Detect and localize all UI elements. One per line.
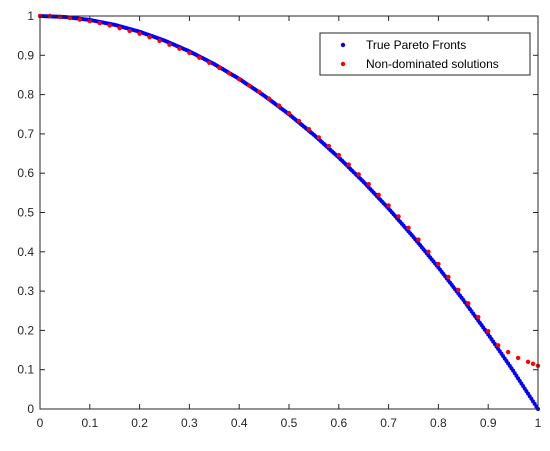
data-point	[147, 35, 152, 40]
data-point	[406, 225, 411, 231]
data-point	[197, 55, 202, 60]
y-tick-label: 0.6	[17, 166, 34, 180]
x-tick-label: 0.8	[430, 416, 447, 430]
data-point	[207, 60, 212, 65]
data-point	[137, 31, 142, 36]
data-point	[286, 110, 292, 116]
legend-label-true-pareto-fronts: True Pareto Fronts	[366, 38, 466, 52]
data-point	[127, 28, 132, 34]
data-point	[306, 126, 312, 132]
data-point	[386, 203, 391, 208]
data-point	[296, 118, 302, 124]
x-tick-label: 0.5	[281, 416, 298, 430]
data-point	[57, 14, 63, 19]
y-tick-label: 0.9	[17, 48, 34, 62]
data-point	[316, 135, 322, 140]
data-point	[256, 89, 262, 95]
legend: True Pareto Fronts Non-dominated solutio…	[319, 32, 531, 76]
x-tick-label: 0	[37, 416, 44, 430]
data-point	[346, 162, 351, 167]
x-tick-label: 0.4	[231, 416, 248, 430]
y-tick-label: 0.8	[17, 88, 34, 102]
data-point	[495, 343, 501, 348]
x-tick-label: 1	[535, 416, 542, 430]
data-point	[266, 96, 272, 101]
data-point	[486, 328, 491, 334]
data-point	[426, 249, 431, 254]
y-tick-label: 0.4	[17, 245, 34, 259]
data-point	[177, 46, 182, 51]
data-point	[476, 314, 481, 320]
y-tick-label: 0.1	[17, 363, 34, 377]
data-point	[276, 103, 282, 108]
data-point	[117, 25, 122, 31]
tick-layer: 0 0.1 0.2 0.3 0.4 0.5 0.6 0.7 0.8 0.9 1 0 0.1 0.2 0.3 0…	[17, 9, 541, 430]
data-point	[436, 261, 441, 267]
data-point	[217, 65, 222, 71]
data-point	[246, 83, 252, 88]
series-non-dominated-solutions	[37, 13, 541, 368]
legend-marker-true-pareto-fronts	[340, 42, 346, 48]
data-point	[67, 15, 73, 21]
data-point	[187, 50, 192, 56]
y-tick-label: 0.5	[17, 206, 34, 220]
data-point	[446, 274, 451, 280]
x-tick-label: 0.9	[480, 416, 497, 430]
legend-label-non-dominated-solutions: Non-dominated solutions	[366, 57, 499, 71]
data-point	[515, 355, 521, 361]
data-point	[396, 214, 401, 219]
y-tick-label: 1	[27, 9, 34, 23]
data-point	[87, 18, 93, 24]
data-point	[227, 71, 232, 76]
data-point	[237, 77, 242, 82]
y-tick-label: 0	[27, 402, 34, 416]
data-point	[157, 38, 162, 43]
data-point	[505, 349, 511, 355]
y-tick-label: 0.2	[17, 323, 34, 337]
data-point	[525, 359, 531, 365]
x-tick-label: 0.3	[181, 416, 198, 430]
x-tick-label: 0.6	[330, 416, 347, 430]
x-tick-label: 0.2	[131, 416, 148, 430]
data-point	[366, 182, 371, 187]
data-point	[97, 20, 102, 26]
data-point	[466, 301, 471, 306]
legend-marker-non-dominated-solutions	[340, 61, 346, 67]
plot-area	[40, 16, 538, 409]
legend-box	[319, 32, 531, 76]
x-tick-label: 0.7	[380, 416, 397, 430]
series-layer	[37, 13, 541, 411]
data-point	[530, 361, 536, 367]
data-point	[107, 23, 112, 28]
data-point	[167, 42, 172, 47]
data-point	[376, 192, 381, 198]
x-tick-label: 0.1	[81, 416, 98, 430]
data-point	[77, 17, 83, 22]
data-point	[326, 143, 332, 149]
data-point	[356, 172, 361, 177]
data-point	[456, 287, 461, 293]
data-point	[416, 237, 421, 242]
data-point	[336, 152, 341, 158]
y-tick-label: 0.7	[17, 127, 34, 141]
y-tick-label: 0.3	[17, 284, 34, 298]
